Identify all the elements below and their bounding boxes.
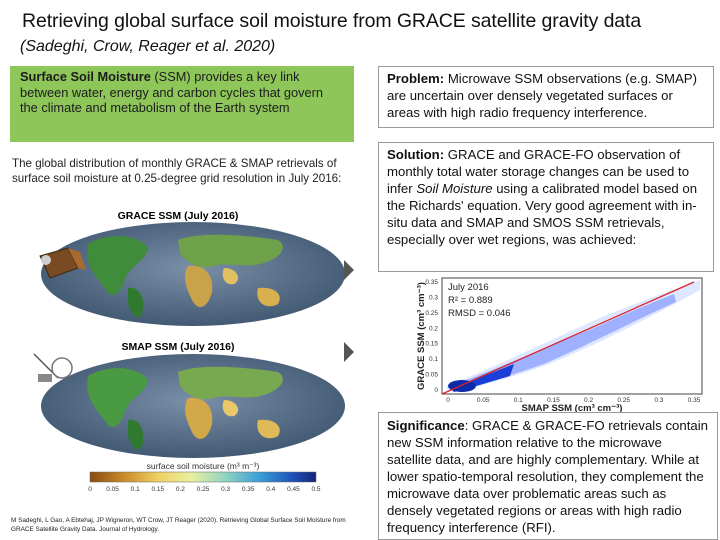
- scatter-x-tick-label: 0.35: [688, 397, 701, 404]
- grace-map-continents: [87, 234, 283, 318]
- intro-bold: Surface Soil Moisture: [20, 69, 151, 84]
- satellite-icon: [39, 247, 86, 279]
- scatter-x-tick-label: 0.15: [547, 397, 560, 404]
- significance-text: : GRACE & GRACE-FO retrievals contain ne…: [387, 418, 708, 535]
- global-description: The global distribution of monthly GRACE…: [12, 157, 342, 185]
- scatter-y-tick-label: 0.35: [425, 279, 438, 286]
- scatter-x-tick-label: 0.25: [617, 397, 630, 404]
- problem-box: Problem: Microwave SSM observations (e.g…: [378, 66, 714, 128]
- solution-bold: Solution:: [387, 147, 445, 162]
- scatter-x-tick-label: 0.05: [477, 397, 490, 404]
- significance-bold: Significance: [387, 418, 465, 433]
- scatter-y-tick-label: 0: [434, 387, 438, 394]
- scatter-y-tick-label: 0.3: [429, 294, 438, 301]
- grace-map-label: GRACE SSM (July 2016): [118, 210, 239, 222]
- colorbar: [89, 471, 317, 483]
- colorbar-tick-label: 0.15: [151, 486, 164, 493]
- scatter-rmsd: RMSD = 0.046: [448, 308, 511, 319]
- scatter-month: July 2016: [448, 282, 489, 293]
- smap-map-continents: [87, 366, 283, 450]
- scatter-x-tick-label: 0.3: [654, 397, 663, 404]
- colorbar-tick-label: 0.25: [197, 486, 210, 493]
- scatter-xlabel: SMAP SSM (cm³ cm⁻³): [522, 403, 623, 414]
- problem-text: Microwave SSM observations (e.g. SMAP) a…: [387, 71, 697, 120]
- colorbar-tick-label: 0: [88, 486, 92, 493]
- smap-satellite-icon: [33, 353, 73, 382]
- authors-line: (Sadeghi, Crow, Reager et al. 2020): [20, 38, 276, 55]
- problem-bold: Problem:: [387, 71, 445, 86]
- fit-line: [441, 281, 695, 395]
- scatter-y-tick-label: 0.25: [425, 310, 438, 317]
- solution-text-1: GRACE and GRACE-FO observation of monthl…: [387, 147, 690, 196]
- scatter-y-tick-label: 0.15: [425, 341, 438, 348]
- scatter-r2: R² = 0.889: [448, 295, 493, 306]
- page-title: Retrieving global surface soil moisture …: [22, 10, 642, 32]
- intro-text: (SSM) provides a key link between water,…: [20, 69, 324, 115]
- scatter-y-ticks: 0 0.05 0.1 0.15 0.2 0.25 0.3 0.35: [425, 279, 438, 394]
- colorbar-tick-label: 0.5: [311, 486, 320, 493]
- citation: M Sadeghi, L Gao, A Ebtehaj, JP Wigneron…: [11, 517, 346, 533]
- arrow-to-map-1: [344, 260, 354, 280]
- colorbar-tick-label: 0.05: [106, 486, 119, 493]
- smap-map-label: SMAP SSM (July 2016): [121, 341, 234, 353]
- ssm-scatter-plot: July 2016 R² = 0.889 RMSD = 0.046 0 0.05 0…: [416, 277, 703, 414]
- scatter-y-tick-label: 0.1: [429, 356, 438, 363]
- colorbar-ticks: 0 0.05 0.1 0.15 0.2 0.25 0.3 0.35 0.4 0.45 0.5: [88, 486, 321, 493]
- colorbar-tick-label: 0.45: [287, 486, 300, 493]
- colorbar-tick-label: 0.3: [221, 486, 230, 493]
- colorbar-tick-label: 0.35: [242, 486, 255, 493]
- scatter-y-tick-label: 0.2: [429, 325, 438, 332]
- scatter-x-tick-label: 0.2: [584, 397, 593, 404]
- global-maps-figure: GRACE SSM (July 2016) SMAP SSM (July 201…: [33, 210, 345, 493]
- scatter-x-tick-label: 0: [446, 397, 450, 404]
- significance-box: Significance: GRACE & GRACE-FO retrieval…: [378, 412, 718, 540]
- solution-italic: Soil Moisture: [416, 181, 493, 196]
- colorbar-tick-label: 0.4: [266, 486, 275, 493]
- intro-box: Surface Soil Moisture (SSM) provides a k…: [10, 66, 354, 142]
- scatter-x-ticks: 0 0.05 0.1 0.15 0.2 0.25 0.3 0.35: [446, 397, 701, 404]
- scatter-y-tick-label: 0.05: [425, 372, 438, 379]
- scatter-x-tick-label: 0.1: [514, 397, 523, 404]
- colorbar-title: surface soil moisture (m³ m⁻³): [147, 461, 260, 471]
- arrow-to-map-2: [344, 342, 354, 362]
- colorbar-tick-label: 0.2: [176, 486, 185, 493]
- colorbar-tick-label: 0.1: [131, 486, 140, 493]
- solution-text-2: using a calibrated model based on the Ri…: [387, 181, 698, 247]
- scatter-ylabel: GRACE SSM (cm³ cm⁻³): [416, 282, 427, 390]
- solution-box: Solution: GRACE and GRACE-FO observation…: [378, 142, 714, 272]
